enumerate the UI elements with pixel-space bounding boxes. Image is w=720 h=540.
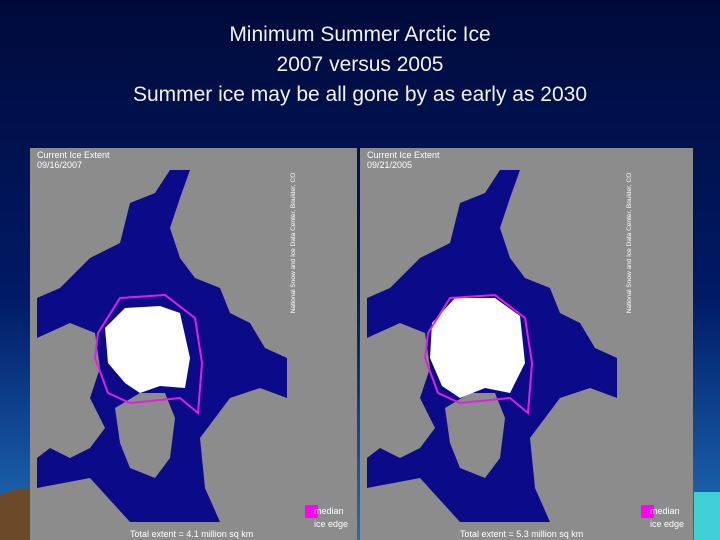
water bbox=[694, 492, 720, 540]
land bbox=[37, 170, 170, 298]
map-credit: National Snow and Ice Data Center, Bould… bbox=[626, 173, 633, 314]
median-ice-edge bbox=[93, 293, 204, 416]
title-line: 2007 versus 2005 bbox=[276, 53, 444, 76]
legend-text: ice edge bbox=[314, 519, 348, 529]
land bbox=[170, 170, 287, 358]
legend-text: median bbox=[314, 506, 344, 516]
legend-text: ice edge bbox=[650, 519, 684, 529]
map-header: Current Ice Extent bbox=[37, 150, 110, 160]
title-line: Summer ice may be all gone by as early a… bbox=[132, 83, 588, 106]
land bbox=[530, 388, 617, 522]
land bbox=[367, 323, 435, 458]
map-date: 09/16/2007 bbox=[37, 160, 82, 170]
legend-swatch bbox=[641, 505, 654, 518]
land bbox=[445, 393, 505, 478]
total-extent: Total extent = 5.3 million sq km bbox=[460, 529, 583, 539]
land bbox=[367, 170, 500, 298]
title-line: Minimum Summer Arctic Ice bbox=[229, 23, 491, 46]
land bbox=[367, 478, 460, 522]
title: Minimum Summer Arctic Ice 2007 versus 20… bbox=[0, 20, 720, 110]
land bbox=[500, 170, 617, 358]
total-extent: Total extent = 4.1 million sq km bbox=[130, 529, 253, 539]
land bbox=[37, 323, 105, 458]
legend-text: median bbox=[650, 506, 680, 516]
legend-swatch bbox=[305, 505, 318, 518]
land bbox=[115, 393, 175, 478]
sea-ice bbox=[430, 298, 525, 398]
land bbox=[37, 478, 130, 522]
map-credit: National Snow and Ice Data Center, Bould… bbox=[290, 173, 297, 314]
map-header: Current Ice Extent bbox=[367, 150, 440, 160]
map-date: 09/21/2005 bbox=[367, 160, 412, 170]
sea-ice bbox=[105, 306, 190, 393]
median-ice-edge bbox=[423, 293, 534, 416]
land bbox=[200, 388, 287, 522]
